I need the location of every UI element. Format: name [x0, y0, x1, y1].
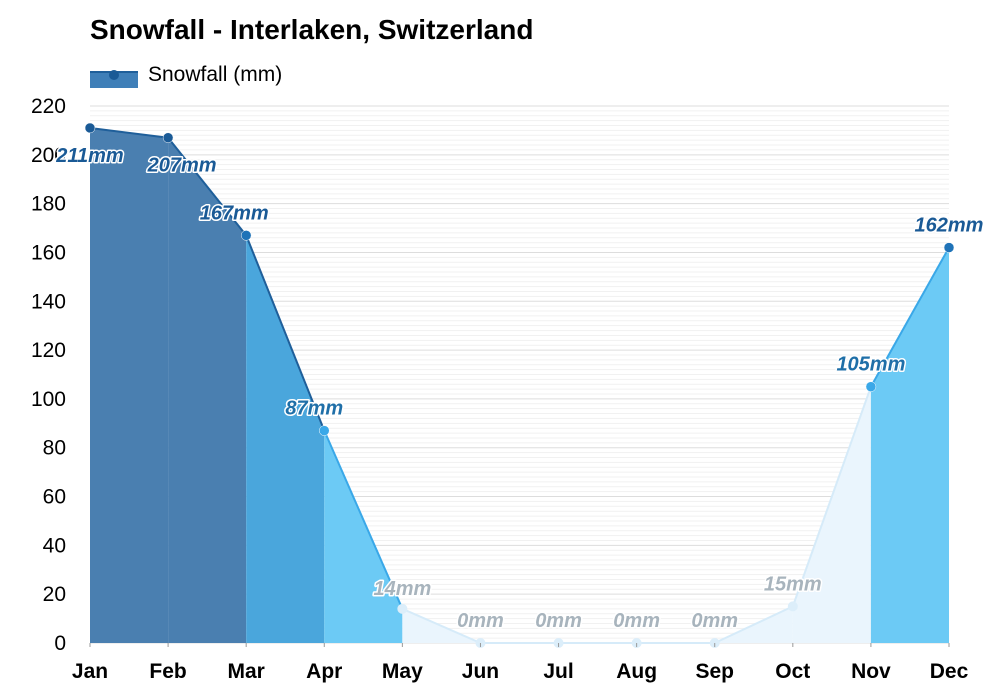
x-axis-ticks: Jan Feb Mar Apr May Jun Jul Aug Sep Oct Nov Dec [72, 643, 969, 683]
chart-legend[interactable]: Snowfall (mm) [90, 62, 282, 88]
line-segment-jan [89, 126, 169, 139]
data-label-jul: 0mm [535, 610, 582, 632]
legend-swatch-icon [90, 62, 138, 88]
data-label-sep: 0mm [691, 610, 738, 632]
x-tick-label-mar: Mar [228, 660, 265, 683]
line-segment-apr [323, 430, 404, 610]
y-axis-ticks: 0 20 40 60 80 100 120 140 160 180 200 220 [31, 95, 66, 655]
y-tick-label: 0 [54, 632, 66, 655]
x-tick-label-jan: Jan [72, 660, 108, 683]
line-segment-oct [791, 386, 872, 607]
data-point-apr[interactable] [319, 425, 330, 436]
data-point-nov[interactable] [865, 381, 877, 392]
x-tick-label-jun: Jun [462, 660, 499, 683]
data-labels: 211mm 207mm 167mm 87mm 14mm 0mm 0mm 0mm 0mm 15mm 1… [54, 143, 985, 633]
area-band-apr [324, 430, 403, 643]
area-band-nov [870, 247, 949, 643]
area-band-jan [90, 127, 169, 643]
data-label-jun: 0mm [457, 610, 504, 632]
area-band-feb [168, 137, 247, 643]
data-label-nov: 105mm [836, 354, 905, 376]
line-segment-may [401, 607, 481, 644]
data-label-apr: 87mm [285, 398, 343, 420]
area-band-mar [246, 235, 325, 644]
y-tick-label: 20 [43, 583, 66, 606]
line-segment-nov [870, 247, 950, 388]
x-tick-label-feb: Feb [149, 660, 186, 683]
line-segment-sep [714, 605, 794, 644]
data-label-oct: 15mm [764, 573, 822, 595]
data-label-dec: 162mm [915, 215, 984, 237]
x-tick-label-apr: Apr [306, 660, 342, 683]
x-tick-label-sep: Sep [695, 660, 734, 683]
y-tick-label: 40 [43, 534, 66, 557]
line-segment-mar [245, 234, 326, 432]
data-label-feb: 207mm [147, 155, 217, 177]
data-point-feb[interactable] [162, 132, 174, 143]
x-tick-label-aug: Aug [616, 660, 657, 683]
y-tick-label: 80 [43, 437, 66, 460]
x-tick-label-may: May [382, 660, 423, 683]
y-tick-label: 180 [31, 193, 66, 216]
data-point-may[interactable] [397, 603, 408, 614]
y-tick-label: 120 [31, 339, 66, 362]
y-tick-label: 200 [31, 144, 66, 167]
data-label-mar: 167mm [200, 202, 269, 224]
series-line [89, 126, 950, 644]
data-point-mar[interactable] [240, 230, 252, 241]
legend-label: Snowfall (mm) [148, 63, 283, 86]
data-label-may: 14mm [373, 578, 431, 600]
data-point-jan[interactable] [84, 122, 96, 134]
data-point-dec[interactable] [943, 242, 955, 253]
x-tick-label-oct: Oct [775, 660, 810, 683]
y-tick-label: 60 [43, 486, 66, 509]
data-point-oct[interactable] [787, 601, 798, 612]
x-tick-label-nov: Nov [851, 660, 891, 683]
x-tick-label-dec: Dec [930, 660, 969, 683]
x-tick-label-jul: Jul [543, 660, 573, 683]
y-tick-label: 140 [31, 290, 66, 313]
data-label-aug: 0mm [613, 610, 660, 632]
area-bands [90, 127, 949, 644]
chart-title: Snowfall - Interlaken, Switzerland [90, 14, 534, 45]
area-band-oct [792, 386, 871, 643]
y-tick-label: 100 [31, 388, 66, 411]
y-tick-label: 220 [31, 95, 66, 118]
line-segment-feb [167, 137, 247, 236]
y-tick-label: 160 [31, 241, 66, 264]
data-label-jan: 211mm [55, 145, 123, 167]
